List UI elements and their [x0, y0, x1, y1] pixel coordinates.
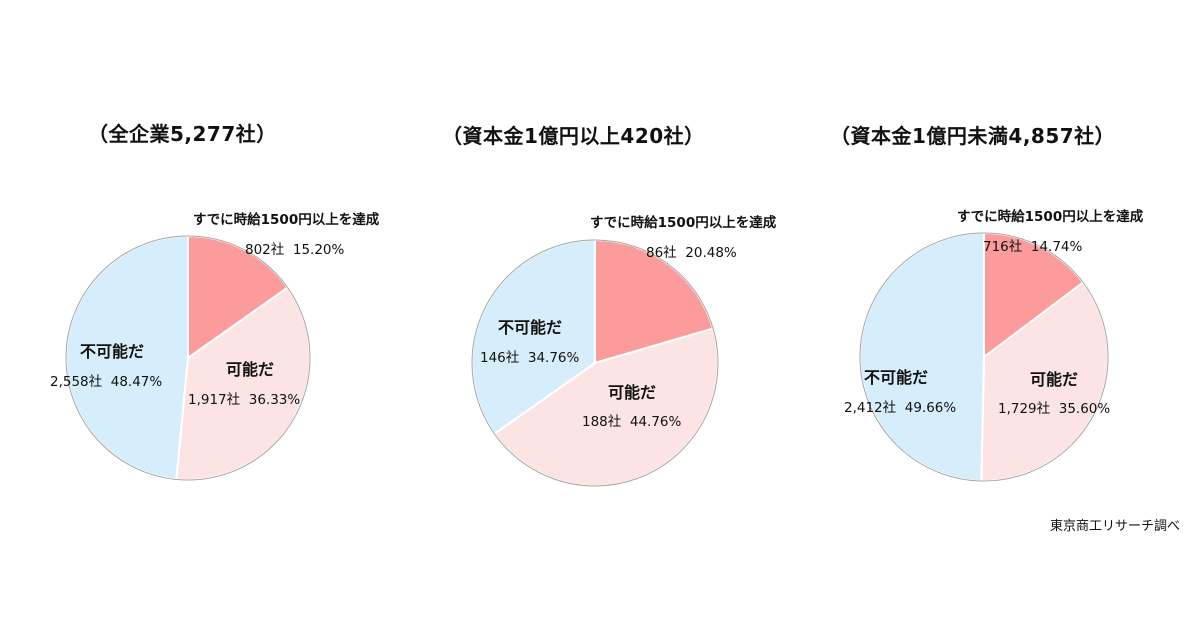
chart-panel-all: （全企業5,277社） すでに時給1500円以上を達成 802社 15.20% …: [0, 0, 400, 630]
source-note: 東京商工リサーチ調べ: [1049, 519, 1180, 534]
slice-value-impossible: 2,412社 49.66%: [844, 396, 956, 416]
slice-value-possible: 188社 44.76%: [582, 410, 681, 430]
slice-value-possible: 1,729社 35.60%: [998, 397, 1110, 417]
slice-label-possible: 可能だ: [226, 360, 275, 379]
slice-value-already: 716社 14.74%: [983, 235, 1082, 255]
slice-percent: 15.20%: [292, 242, 345, 258]
slice-count: 146社: [480, 350, 520, 366]
pie-outline: [859, 232, 1109, 482]
pie-outline: [471, 239, 719, 487]
slice-percent: 34.76%: [527, 350, 580, 366]
slice-percent: 35.60%: [1058, 401, 1111, 417]
slice-percent: 49.66%: [904, 400, 957, 416]
slice-impossible: [858, 231, 985, 482]
slice-count: 716社: [983, 239, 1023, 255]
slice-label-already: すでに時給1500円以上を達成: [193, 212, 380, 228]
chart-title: （全企業5,277社）: [88, 122, 277, 146]
slice-value-impossible: 146社 34.76%: [480, 346, 579, 366]
slice-percent: 48.47%: [110, 374, 163, 390]
slice-count: 86社: [646, 245, 677, 261]
slice-label-impossible: 不可能だ: [498, 318, 563, 337]
slice-label-impossible: 不可能だ: [80, 342, 145, 361]
slice-percent: 14.74%: [1030, 239, 1083, 255]
slice-count: 2,412社: [844, 400, 897, 416]
slice-count: 188社: [582, 414, 622, 430]
slice-count: 802社: [245, 242, 285, 258]
slice-label-possible: 可能だ: [608, 383, 657, 402]
slice-count: 2,558社: [50, 374, 103, 390]
pie-chart: [471, 238, 719, 487]
chart-title: （資本金1億円以上420社）: [442, 124, 705, 148]
chart-panel-small: （資本金1億円未満4,857社） すでに時給1500円以上を達成 716社 14…: [800, 0, 1200, 630]
slice-value-already: 802社 15.20%: [245, 238, 344, 258]
slice-label-impossible: 不可能だ: [864, 368, 929, 387]
chart-panel-large: （資本金1億円以上420社） すでに時給1500円以上を達成 86社 20.48…: [400, 0, 800, 630]
slice-percent: 36.33%: [248, 392, 301, 408]
slice-value-already: 86社 20.48%: [646, 241, 737, 261]
slice-percent: 44.76%: [629, 414, 682, 430]
pie-chart: [858, 231, 1109, 482]
pie-chart: [65, 234, 311, 481]
slice-label-possible: 可能だ: [1030, 370, 1079, 389]
slice-value-possible: 1,917社 36.33%: [188, 388, 300, 408]
chart-title: （資本金1億円未満4,857社）: [830, 124, 1116, 148]
slice-label-already: すでに時給1500円以上を達成: [590, 215, 777, 231]
slice-count: 1,917社: [188, 392, 241, 408]
slice-value-impossible: 2,558社 48.47%: [50, 370, 162, 390]
slice-percent: 20.48%: [685, 245, 737, 261]
pie-outline: [65, 235, 311, 481]
slice-label-already: すでに時給1500円以上を達成: [957, 209, 1144, 225]
slice-count: 1,729社: [998, 401, 1051, 417]
